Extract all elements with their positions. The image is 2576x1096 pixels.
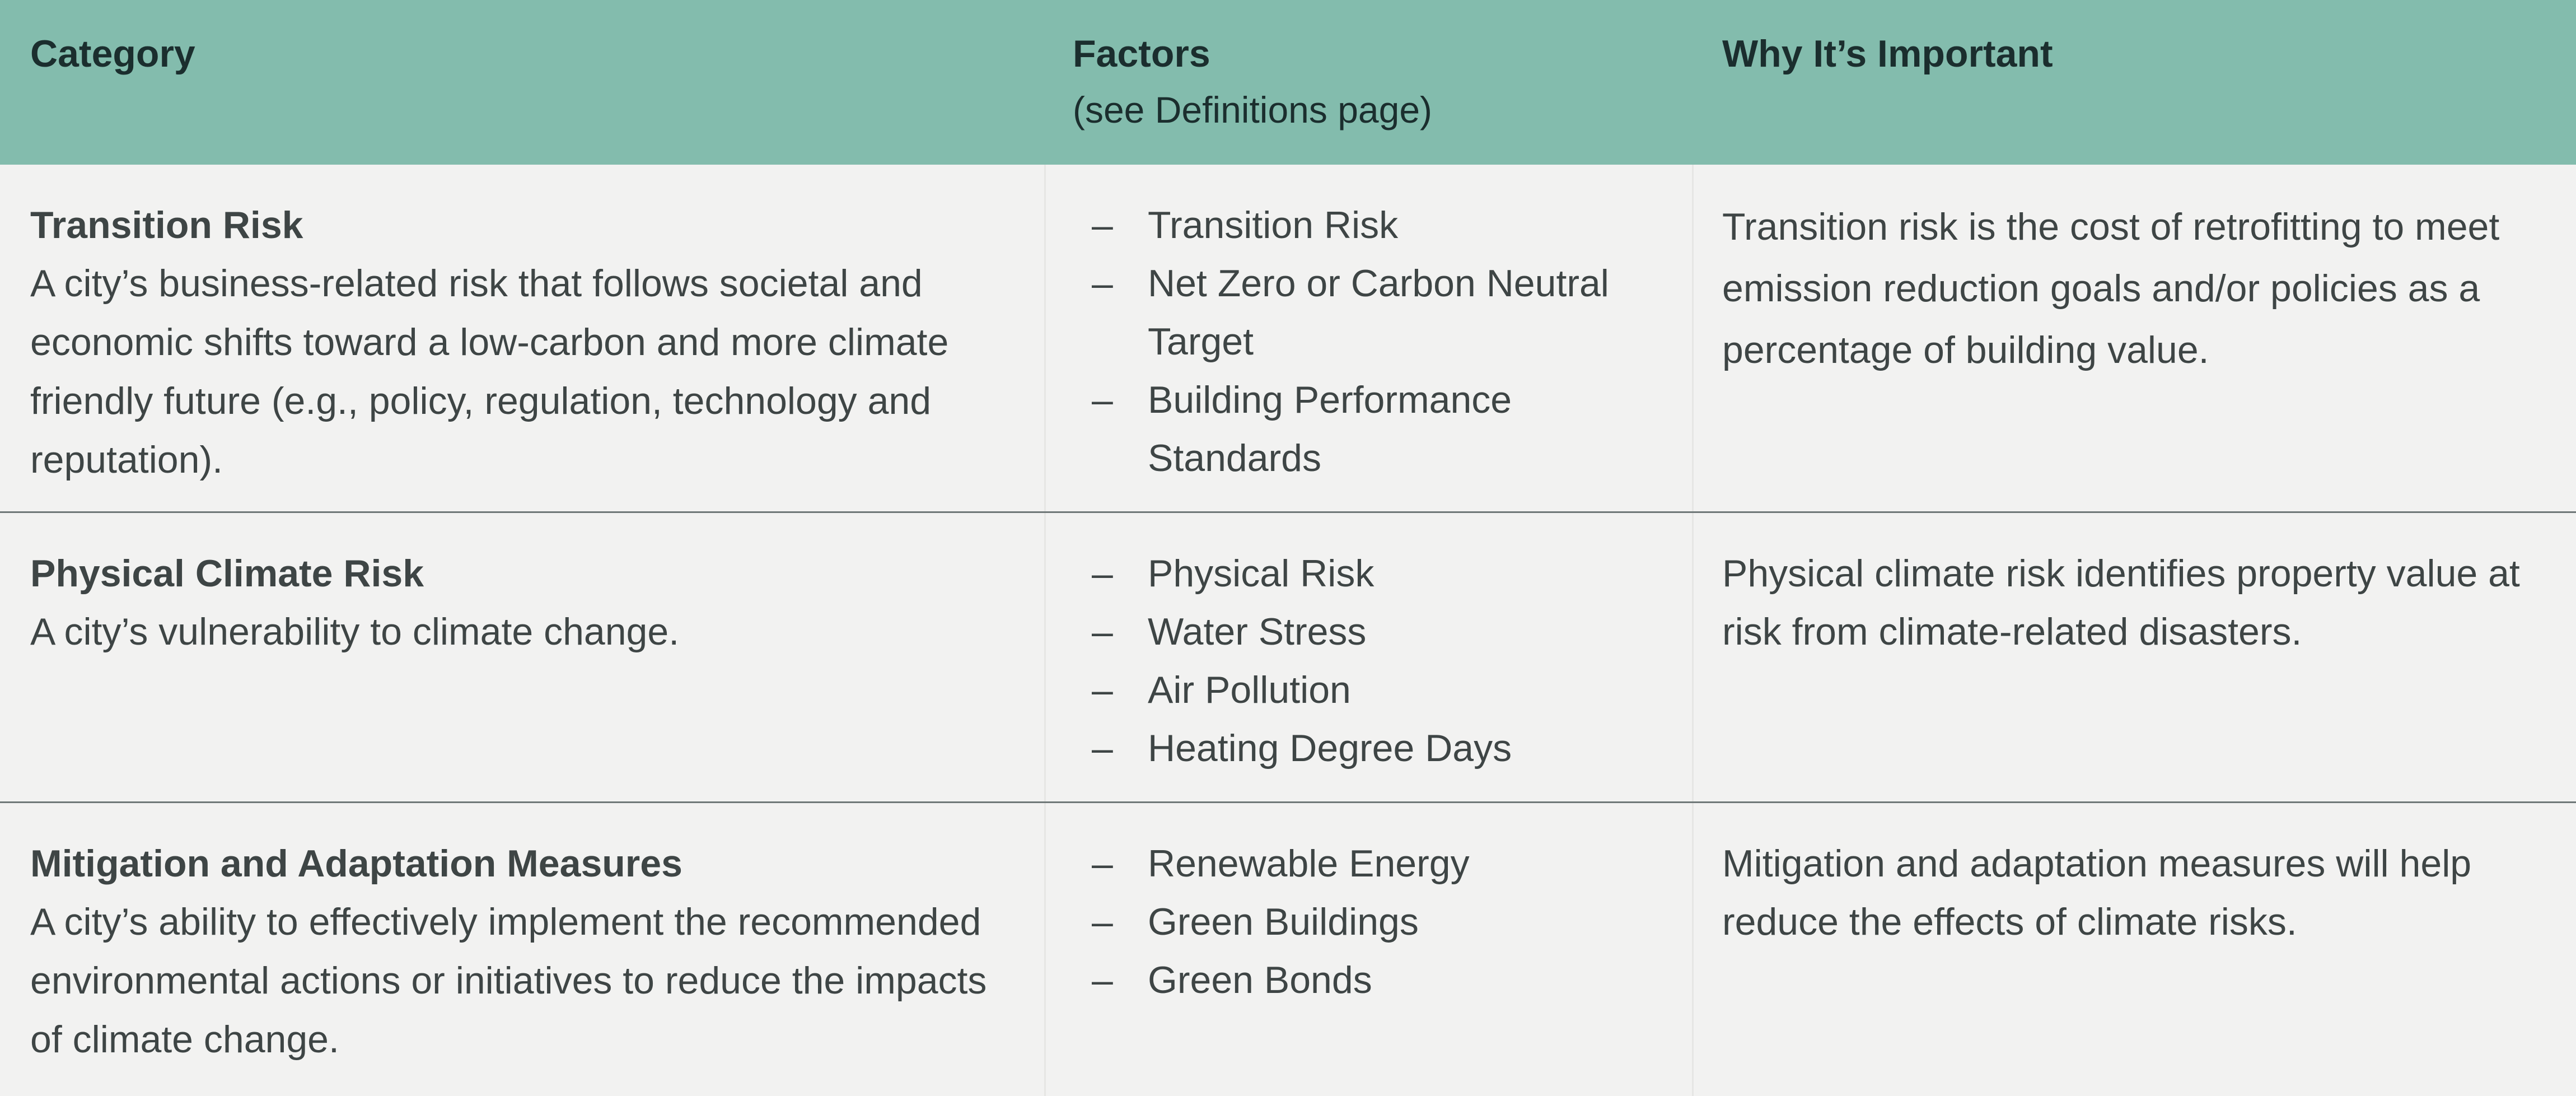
- dash-bullet: –: [1092, 552, 1113, 595]
- row-divider: [0, 801, 2576, 803]
- header-factors-subtitle: (see Definitions page): [1073, 89, 1433, 130]
- column-divider: [1044, 165, 1046, 1096]
- category-description: A city’s ability to effectively implemen…: [30, 901, 987, 1061]
- dash-bullet: –: [1092, 669, 1113, 711]
- list-item: – Water Stress: [1092, 603, 1685, 661]
- list-item: – Renewable Energy: [1092, 834, 1685, 893]
- factor-label: Physical Risk: [1148, 552, 1375, 595]
- category-title: Mitigation and Adaptation Measures: [30, 842, 682, 885]
- row-divider: [0, 511, 2576, 513]
- category-title: Physical Climate Risk: [30, 552, 424, 595]
- factors-cell: – Transition Risk – Net Zero or Carbon Neu…: [1092, 196, 1685, 487]
- factor-label: Net Zero or Carbon Neutral Target: [1148, 262, 1609, 363]
- dash-bullet: –: [1092, 262, 1113, 305]
- why-text: Transition risk is the cost of retrofitt…: [1722, 206, 2500, 371]
- dash-bullet: –: [1092, 610, 1113, 653]
- factor-label: Air Pollution: [1148, 669, 1351, 711]
- why-text: Mitigation and adaptation measures will …: [1722, 842, 2472, 943]
- category-title: Transition Risk: [30, 204, 303, 246]
- table-row: Physical Climate Risk A city’s vulnerabi…: [0, 513, 2576, 802]
- factors-list: – Transition Risk – Net Zero or Carbon Neu…: [1092, 196, 1685, 487]
- list-item: – Heating Degree Days: [1092, 719, 1685, 777]
- header-category-label: Category: [30, 32, 195, 75]
- header-factors: Factors (see Definitions page): [1073, 26, 1432, 138]
- factors-cell: – Renewable Energy – Green Buildings – Gree…: [1092, 834, 1685, 1009]
- list-item: – Transition Risk: [1092, 196, 1685, 254]
- category-cell: Transition Risk A city’s business-relate…: [30, 196, 1027, 489]
- dash-bullet: –: [1092, 727, 1113, 769]
- why-cell: Physical climate risk identifies propert…: [1722, 544, 2562, 661]
- factor-label: Heating Degree Days: [1148, 727, 1512, 769]
- why-cell: Transition risk is the cost of retrofitt…: [1722, 196, 2562, 381]
- dash-bullet: –: [1092, 959, 1113, 1001]
- category-description: A city’s business-related risk that foll…: [30, 262, 949, 481]
- category-description: A city’s vulnerability to climate change…: [30, 610, 680, 653]
- table-header: Category Factors (see Definitions page) …: [0, 0, 2576, 165]
- list-item: – Building Performance Standards: [1092, 371, 1685, 487]
- category-cell: Physical Climate Risk A city’s vulnerabi…: [30, 544, 1027, 661]
- column-divider: [1692, 165, 1694, 1096]
- table-row: Transition Risk A city’s business-relate…: [0, 165, 2576, 512]
- list-item: – Green Buildings: [1092, 893, 1685, 951]
- list-item: – Net Zero or Carbon Neutral Target: [1092, 254, 1685, 371]
- category-cell: Mitigation and Adaptation Measures A cit…: [30, 834, 1027, 1069]
- list-item: – Physical Risk: [1092, 544, 1685, 603]
- dash-bullet: –: [1092, 204, 1113, 246]
- factor-label: Green Buildings: [1148, 901, 1419, 943]
- list-item: – Green Bonds: [1092, 951, 1685, 1009]
- factors-list: – Physical Risk – Water Stress – Air Pollut…: [1092, 544, 1685, 777]
- dash-bullet: –: [1092, 379, 1113, 421]
- header-factors-label: Factors: [1073, 32, 1210, 75]
- factor-label: Building Performance Standards: [1148, 379, 1512, 479]
- factor-label: Renewable Energy: [1148, 842, 1470, 885]
- why-cell: Mitigation and adaptation measures will …: [1722, 834, 2562, 951]
- factors-list: – Renewable Energy – Green Buildings – Gree…: [1092, 834, 1685, 1009]
- dash-bullet: –: [1092, 901, 1113, 943]
- header-why-label: Why It’s Important: [1722, 32, 2053, 75]
- why-text: Physical climate risk identifies propert…: [1722, 552, 2520, 653]
- table-row: Mitigation and Adaptation Measures A cit…: [0, 803, 2576, 1096]
- factors-cell: – Physical Risk – Water Stress – Air Pollut…: [1092, 544, 1685, 777]
- header-why: Why It’s Important: [1722, 26, 2053, 82]
- factor-label: Transition Risk: [1148, 204, 1399, 246]
- header-category: Category: [30, 26, 195, 82]
- factor-label: Water Stress: [1148, 610, 1367, 653]
- list-item: – Air Pollution: [1092, 661, 1685, 719]
- dash-bullet: –: [1092, 842, 1113, 885]
- factor-label: Green Bonds: [1148, 959, 1372, 1001]
